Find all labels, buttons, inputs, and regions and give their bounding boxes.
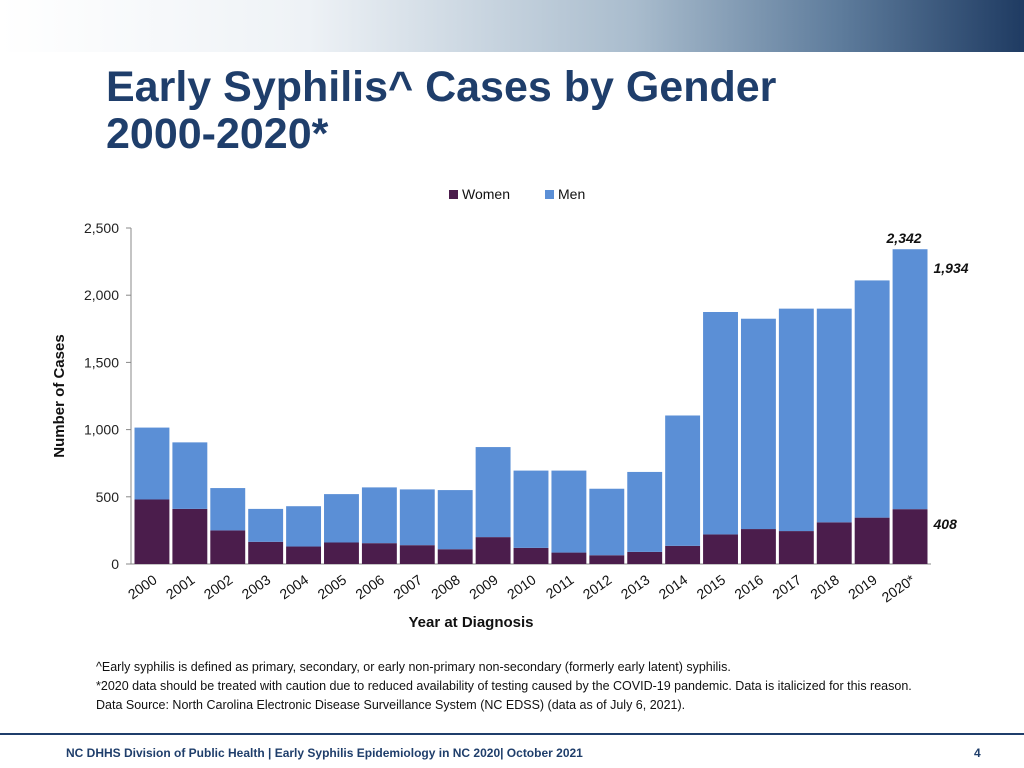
y-axis-label: Number of Cases (51, 334, 68, 457)
bar-men-2016 (740, 318, 776, 530)
x-tick-label: 2020* (879, 571, 919, 605)
bar-men-2004 (286, 506, 322, 547)
y-tick-label: 2,000 (84, 287, 119, 303)
footnotes: ^Early syphilis is defined as primary, s… (96, 658, 912, 715)
x-tick-label: 2006 (352, 571, 387, 602)
bar-men-2005 (324, 494, 359, 543)
x-tick-label: 2016 (731, 571, 766, 602)
bar-women-2014 (665, 545, 701, 564)
bar-men-2012 (589, 488, 625, 556)
bar-men-2020* (892, 249, 928, 510)
bar-women-2000 (134, 499, 170, 564)
footer-divider (0, 733, 1024, 735)
x-tick-label: 2002 (201, 571, 236, 602)
legend-label-men: Men (558, 186, 585, 202)
page-title: Early Syphilis^ Cases by Gender 2000-202… (106, 64, 776, 158)
stacked-bar-chart: 0 500 1,000 1,500 2,000 2,500 Number of Cases 2… (51, 186, 969, 631)
header-band (0, 0, 1024, 52)
bar-men-2008 (437, 490, 473, 550)
data-label-men-side: 1,934 (934, 260, 969, 276)
bar-women-2013 (627, 551, 663, 564)
footer-text: NC DHHS Division of Public Health | Earl… (66, 746, 583, 760)
bar-women-2001 (172, 508, 208, 564)
bar-men-2017 (778, 308, 814, 532)
x-tick-label: 2001 (163, 571, 198, 602)
y-tick-label: 500 (96, 489, 120, 505)
y-tick-label: 1,000 (84, 422, 119, 438)
x-tick-label: 2011 (543, 571, 577, 601)
bar-men-2007 (399, 489, 435, 546)
bar-women-2002 (210, 530, 246, 564)
bar-men-2018 (816, 308, 852, 523)
bar-women-2016 (740, 529, 776, 564)
x-tick-label: 2000 (125, 571, 160, 602)
bar-women-2012 (589, 555, 625, 564)
x-tick-label: 2014 (656, 571, 691, 602)
bar-women-2006 (361, 543, 397, 564)
x-tick-label: 2003 (239, 571, 274, 602)
x-tick-label: 2004 (277, 571, 312, 602)
page-number: 4 (974, 746, 981, 760)
bar-women-2015 (703, 534, 738, 564)
y-tick-label: 2,500 (84, 220, 119, 236)
x-tick-label: 2012 (580, 571, 615, 602)
x-tick-label: 2010 (504, 571, 539, 602)
legend-swatch-men (545, 190, 554, 199)
title-line-2: 2000-2020* (106, 110, 329, 158)
x-tick-label: 2009 (466, 571, 501, 602)
x-tick-label: 2013 (618, 571, 653, 602)
bar-women-2019 (854, 517, 890, 564)
bar-women-2011 (551, 552, 587, 564)
bar-men-2003 (248, 508, 284, 542)
bar-men-2009 (475, 447, 511, 538)
y-tick-label: 1,500 (84, 354, 119, 370)
title-line-1: Early Syphilis^ Cases by Gender (106, 63, 777, 111)
bar-women-2017 (778, 531, 814, 564)
x-tick-label: 2015 (694, 571, 729, 602)
y-tick-label: 0 (111, 556, 119, 572)
bar-women-2020* (892, 509, 928, 564)
x-tick-label: 2019 (845, 571, 880, 602)
bar-men-2011 (551, 470, 587, 553)
legend-swatch-women (449, 190, 458, 199)
bar-women-2018 (816, 522, 852, 564)
bar-women-2003 (248, 541, 284, 564)
x-axis-label: Year at Diagnosis (408, 614, 533, 631)
data-label-total: 2,342 (886, 230, 922, 246)
x-tick-label: 2007 (390, 571, 425, 602)
bar-men-2019 (854, 280, 890, 518)
x-tick-label: 2008 (428, 571, 463, 602)
footnote-definition: ^Early syphilis is defined as primary, s… (96, 660, 731, 674)
bar-men-2006 (361, 487, 397, 544)
x-tick-label: 2017 (769, 571, 804, 602)
bar-women-2004 (286, 546, 322, 564)
bar-men-2014 (665, 415, 701, 546)
bar-women-2007 (399, 545, 435, 564)
bar-men-2000 (134, 427, 170, 500)
legend-label-women: Women (462, 186, 510, 202)
bar-women-2009 (475, 537, 511, 564)
bar-men-2001 (172, 442, 208, 509)
bar-women-2008 (437, 549, 473, 564)
data-label-women-side: 408 (933, 516, 958, 532)
bar-women-2010 (513, 547, 549, 564)
bar-men-2010 (513, 470, 549, 548)
bar-men-2015 (703, 312, 738, 535)
x-tick-label: 2018 (807, 571, 842, 602)
bar-men-2002 (210, 488, 246, 531)
x-tick-label: 2005 (314, 571, 349, 602)
bar-women-2005 (324, 542, 359, 564)
footnote-source: Data Source: North Carolina Electronic D… (96, 698, 686, 712)
bar-men-2013 (627, 471, 663, 552)
footnote-covid: *2020 data should be treated with cautio… (96, 679, 912, 693)
